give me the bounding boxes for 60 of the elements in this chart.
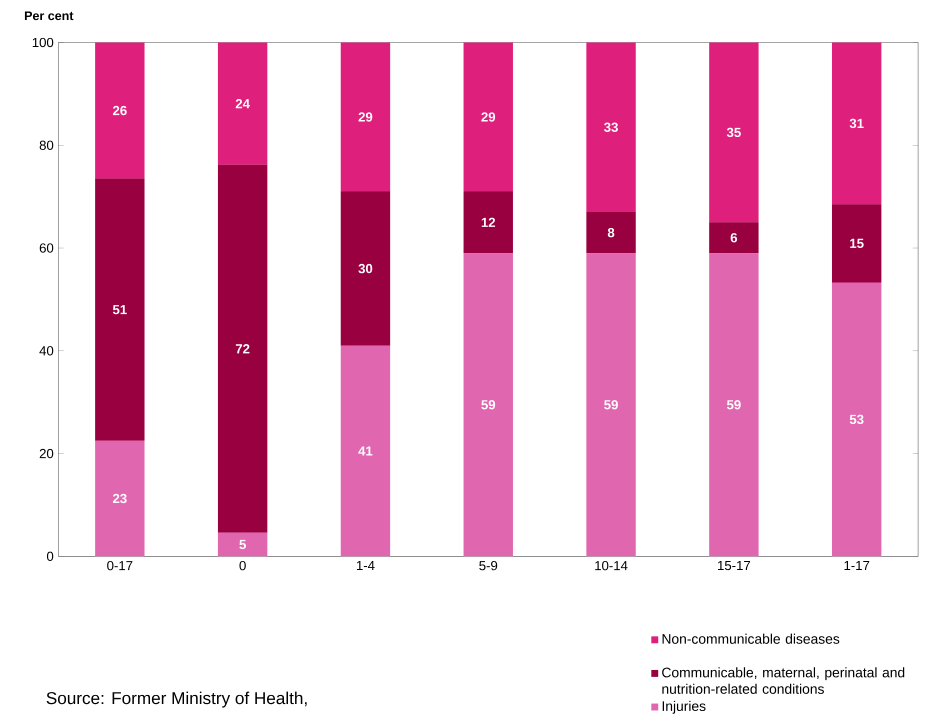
bar <box>95 178 145 441</box>
legend-label: Non-communicable diseases <box>662 633 840 644</box>
data-label: 12 <box>482 218 496 227</box>
data-label: 6 <box>730 232 738 242</box>
bar <box>586 42 636 212</box>
bar <box>832 282 882 556</box>
data-label: 59 <box>481 400 496 410</box>
y-tick-label: 100 <box>32 38 54 47</box>
x-tick-label: 10-14 <box>595 560 628 570</box>
y-tick-label: 80 <box>40 140 54 150</box>
bar <box>586 212 636 253</box>
x-tick-label: 0-17 <box>107 560 132 570</box>
bar <box>218 164 268 532</box>
data-label: 15 <box>850 238 864 248</box>
data-label: 35 <box>726 128 741 137</box>
data-label: 59 <box>604 400 618 410</box>
data-label: 41 <box>358 446 372 456</box>
data-label: 53 <box>850 414 864 424</box>
data-label: 8 <box>608 228 614 238</box>
x-tick-label: 1-17 <box>844 560 870 570</box>
bar <box>464 252 513 556</box>
y-tick-label: 40 <box>39 346 54 356</box>
x-tick-label: 0 <box>239 560 246 570</box>
bar <box>709 252 759 556</box>
bar <box>709 42 759 222</box>
data-label: 30 <box>358 264 372 274</box>
data-label: 5 <box>239 540 246 549</box>
bar <box>464 42 513 192</box>
legend-label: Injuries <box>662 700 706 714</box>
data-label: 29 <box>481 112 496 122</box>
y-tick-label: 20 <box>40 448 54 458</box>
bar <box>218 532 268 556</box>
bar <box>95 42 145 178</box>
y-axis-title: Per cent <box>24 11 74 20</box>
y-tick-label: 60 <box>40 243 54 252</box>
bar <box>340 42 390 192</box>
bar <box>340 345 390 556</box>
x-tick-label: 5-9 <box>479 560 498 570</box>
data-label: 29 <box>358 112 372 122</box>
data-label: 24 <box>236 98 250 108</box>
x-tick-label: 1-4 <box>356 560 375 570</box>
bar <box>464 191 513 253</box>
bar <box>218 42 268 165</box>
bar <box>340 191 390 346</box>
legend-label: Communicable, maternal, perinatal and nutrition-related conditions <box>662 667 904 694</box>
bar <box>832 42 882 204</box>
data-label: 31 <box>850 118 864 128</box>
y-tick-label: 0 <box>46 551 54 561</box>
data-label: 33 <box>604 122 618 132</box>
data-label: 26 <box>112 106 127 116</box>
x-tick-label: 15-17 <box>718 560 750 570</box>
data-label: 72 <box>236 344 250 354</box>
bar <box>832 204 882 282</box>
source-note: Source: Former Ministry of Health, <box>46 691 307 708</box>
bar <box>709 222 759 253</box>
data-label: 59 <box>726 400 741 410</box>
bar <box>586 252 636 556</box>
bar <box>95 440 145 556</box>
data-label: 51 <box>112 304 127 314</box>
data-label: 23 <box>112 494 127 503</box>
